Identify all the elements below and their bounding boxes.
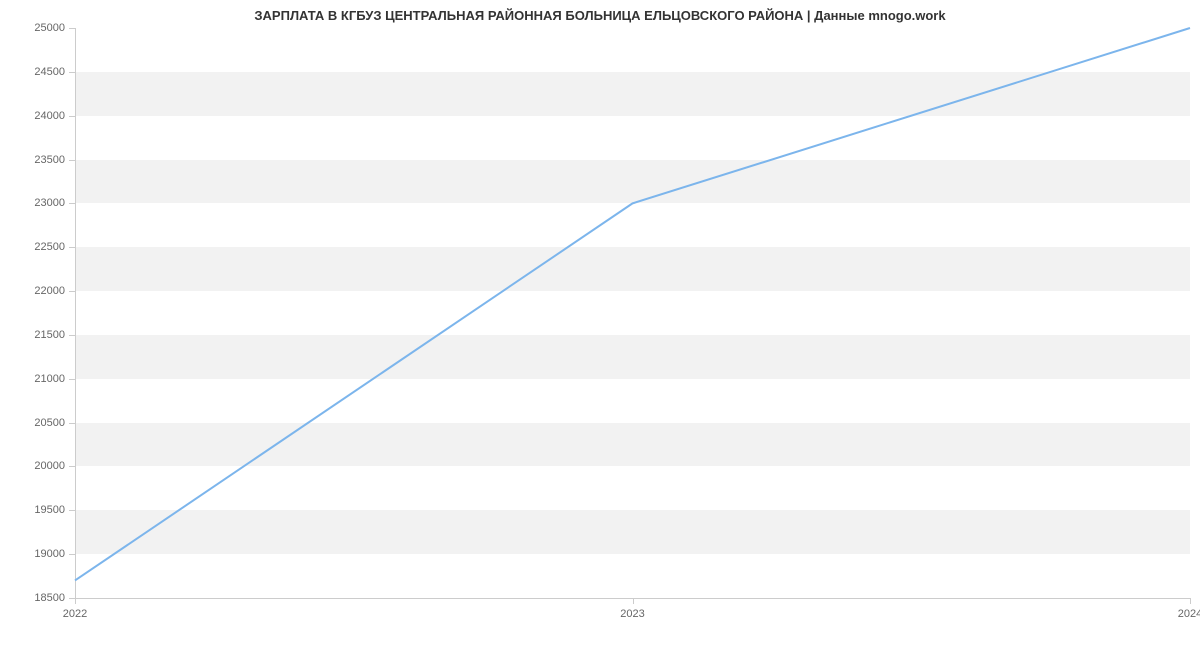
y-tick-label: 20500 (5, 417, 65, 429)
x-tick (1190, 598, 1191, 604)
y-tick-label: 18500 (5, 592, 65, 604)
x-tick-label: 2024 (1178, 608, 1200, 620)
y-tick-label: 22500 (5, 241, 65, 253)
x-tick-label: 2023 (620, 608, 644, 620)
plot-area: 1850019000195002000020500210002150022000… (75, 28, 1190, 598)
x-tick-label: 2022 (63, 608, 87, 620)
salary-line-chart: ЗАРПЛАТА В КГБУЗ ЦЕНТРАЛЬНАЯ РАЙОННАЯ БО… (0, 0, 1200, 650)
y-tick-label: 23000 (5, 197, 65, 209)
y-tick-label: 21500 (5, 329, 65, 341)
y-tick-label: 25000 (5, 22, 65, 34)
y-tick-label: 19000 (5, 548, 65, 560)
y-tick-label: 19500 (5, 504, 65, 516)
x-tick (633, 598, 634, 604)
series-line-salary (75, 28, 1190, 580)
y-tick-label: 24000 (5, 110, 65, 122)
x-tick (75, 598, 76, 604)
y-tick-label: 22000 (5, 285, 65, 297)
y-tick-label: 23500 (5, 154, 65, 166)
line-layer (75, 28, 1190, 598)
chart-title: ЗАРПЛАТА В КГБУЗ ЦЕНТРАЛЬНАЯ РАЙОННАЯ БО… (0, 8, 1200, 23)
y-tick-label: 20000 (5, 460, 65, 472)
y-tick-label: 21000 (5, 373, 65, 385)
y-tick-label: 24500 (5, 66, 65, 78)
